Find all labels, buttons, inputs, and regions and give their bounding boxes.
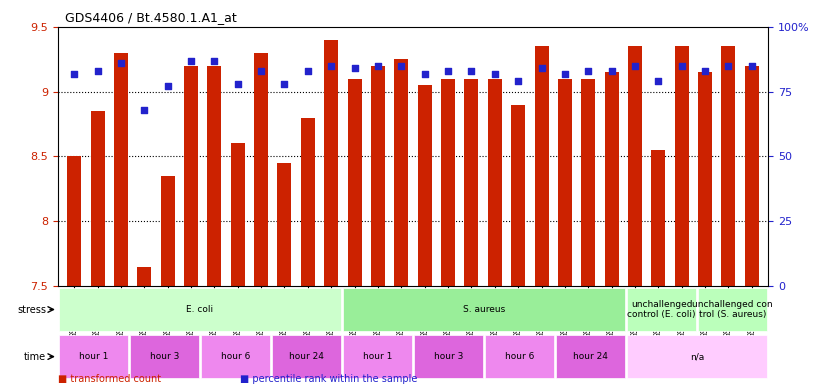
Bar (628, 46, 642, 286)
FancyBboxPatch shape (343, 335, 412, 378)
Text: hour 24: hour 24 (289, 352, 324, 361)
Point (745, 63, 758, 69)
Point (161, 83, 174, 89)
Text: E. coli: E. coli (187, 305, 213, 314)
FancyBboxPatch shape (414, 335, 483, 378)
Bar (371, 66, 385, 286)
Text: hour 3: hour 3 (434, 352, 463, 361)
Bar (137, 266, 151, 286)
Point (372, 63, 385, 69)
Text: hour 6: hour 6 (505, 352, 534, 361)
Point (325, 63, 338, 69)
FancyBboxPatch shape (343, 288, 625, 331)
Text: time: time (24, 352, 46, 362)
Bar (605, 72, 619, 286)
FancyBboxPatch shape (201, 335, 270, 378)
Bar (325, 40, 338, 286)
Bar (207, 66, 221, 286)
Point (395, 63, 408, 69)
Bar (394, 59, 408, 286)
Bar (67, 156, 81, 286)
Point (114, 60, 127, 66)
Bar (488, 79, 502, 286)
Point (465, 68, 478, 74)
Point (558, 70, 572, 76)
Point (605, 68, 618, 74)
Text: ■ transformed count: ■ transformed count (58, 374, 161, 384)
Point (582, 68, 595, 74)
FancyBboxPatch shape (627, 288, 696, 331)
Point (488, 70, 501, 76)
FancyBboxPatch shape (698, 288, 767, 331)
Point (254, 68, 268, 74)
Point (535, 65, 548, 71)
Bar (348, 79, 362, 286)
Bar (464, 79, 478, 286)
FancyBboxPatch shape (272, 335, 341, 378)
Point (629, 63, 642, 69)
Text: ■ percentile rank within the sample: ■ percentile rank within the sample (240, 374, 417, 384)
Point (418, 70, 431, 76)
Bar (582, 79, 596, 286)
Bar (278, 163, 292, 286)
Point (675, 63, 688, 69)
Text: unchallenged
control (E. coli): unchallenged control (E. coli) (628, 300, 695, 319)
Point (138, 107, 151, 113)
Bar (230, 144, 244, 286)
Bar (184, 66, 198, 286)
Point (91, 68, 104, 74)
Text: hour 6: hour 6 (221, 352, 250, 361)
Bar (511, 104, 525, 286)
Point (184, 58, 197, 64)
Text: hour 24: hour 24 (573, 352, 608, 361)
Bar (745, 66, 759, 286)
Point (511, 78, 525, 84)
Point (301, 68, 315, 74)
Point (68, 70, 81, 76)
FancyBboxPatch shape (627, 335, 767, 378)
FancyBboxPatch shape (59, 335, 128, 378)
Point (208, 58, 221, 64)
Point (652, 78, 665, 84)
Bar (114, 53, 128, 286)
Text: GDS4406 / Bt.4580.1.A1_at: GDS4406 / Bt.4580.1.A1_at (65, 11, 237, 24)
Bar (91, 111, 105, 286)
Bar (441, 79, 455, 286)
FancyBboxPatch shape (130, 335, 199, 378)
Bar (534, 46, 548, 286)
Bar (254, 53, 268, 286)
Text: hour 1: hour 1 (78, 352, 108, 361)
Text: hour 1: hour 1 (363, 352, 392, 361)
Text: n/a: n/a (690, 352, 705, 361)
Bar (698, 72, 712, 286)
Bar (301, 118, 315, 286)
Point (348, 65, 361, 71)
Bar (721, 46, 735, 286)
FancyBboxPatch shape (485, 335, 554, 378)
Point (699, 68, 712, 74)
Point (231, 81, 244, 87)
Text: stress: stress (17, 305, 46, 314)
Bar (418, 85, 432, 286)
FancyBboxPatch shape (59, 288, 341, 331)
Bar (652, 150, 666, 286)
Point (722, 63, 735, 69)
Bar (675, 46, 689, 286)
Text: unchallenged con
trol (S. aureus): unchallenged con trol (S. aureus) (692, 300, 773, 319)
Text: S. aureus: S. aureus (463, 305, 506, 314)
Bar (558, 79, 572, 286)
Point (441, 68, 454, 74)
FancyBboxPatch shape (556, 335, 625, 378)
Point (278, 81, 291, 87)
Bar (160, 176, 174, 286)
Text: hour 3: hour 3 (150, 352, 179, 361)
